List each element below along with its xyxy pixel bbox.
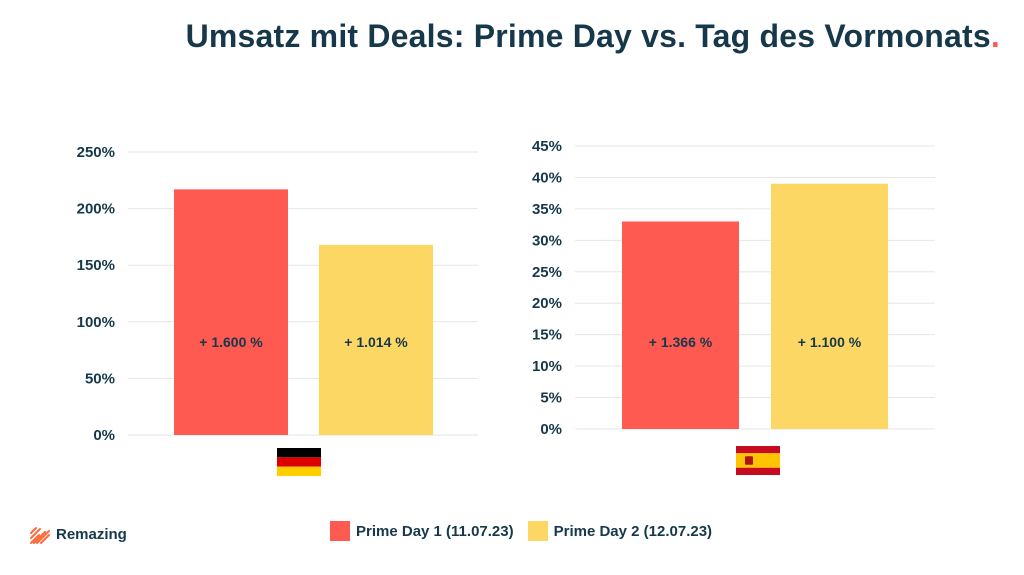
y-tick-label: 40% [532,169,562,186]
bar-data-label: + 1.014 % [344,334,408,350]
legend-item-prime-day-1: Prime Day 1 (11.07.23) [330,521,514,541]
bar-data-label: + 1.100 % [798,334,862,350]
y-tick-label: 20% [532,295,562,312]
y-tick-label: 0% [540,421,562,438]
remazing-logo-icon [30,527,50,544]
legend: Prime Day 1 (11.07.23) Prime Day 2 (12.0… [330,521,712,541]
legend-swatch-prime-day-2 [527,521,548,541]
y-tick-label: 100% [77,314,115,331]
y-tick-label: 45% [532,138,562,155]
y-tick-label: 10% [532,358,562,375]
y-tick-label: 35% [532,201,562,218]
spain-flag-icon [736,446,780,475]
legend-item-prime-day-2: Prime Day 2 (12.07.23) [527,521,713,541]
bar [622,221,739,429]
y-tick-label: 250% [77,144,115,161]
y-tick-label: 5% [540,390,562,407]
y-tick-label: 150% [77,257,115,274]
page-title: Umsatz mit Deals: Prime Day vs. Tag des … [0,18,1000,55]
legend-swatch-prime-day-1 [330,521,350,541]
y-tick-label: 50% [85,370,115,387]
bar [319,244,433,435]
y-tick-label: 30% [532,232,562,249]
brand-name: Remazing [56,525,127,543]
y-tick-label: 15% [532,327,562,344]
y-tick-label: 200% [77,201,115,218]
legend-label-prime-day-2: Prime Day 2 (12.07.23) [553,522,713,540]
germany-flag-icon [277,448,321,476]
bar-data-label: + 1.366 % [649,334,713,350]
title-dot: . [990,18,1000,54]
y-tick-label: 25% [532,264,562,281]
legend-label-prime-day-1: Prime Day 1 (11.07.23) [356,522,514,540]
bar [771,183,888,429]
brand-logo: Remazing [30,524,127,544]
bar-data-label: + 1.600 % [199,334,263,350]
y-tick-label: 0% [93,427,115,444]
bar [174,189,288,435]
page-title-text: Umsatz mit Deals: Prime Day vs. Tag des … [185,18,991,54]
